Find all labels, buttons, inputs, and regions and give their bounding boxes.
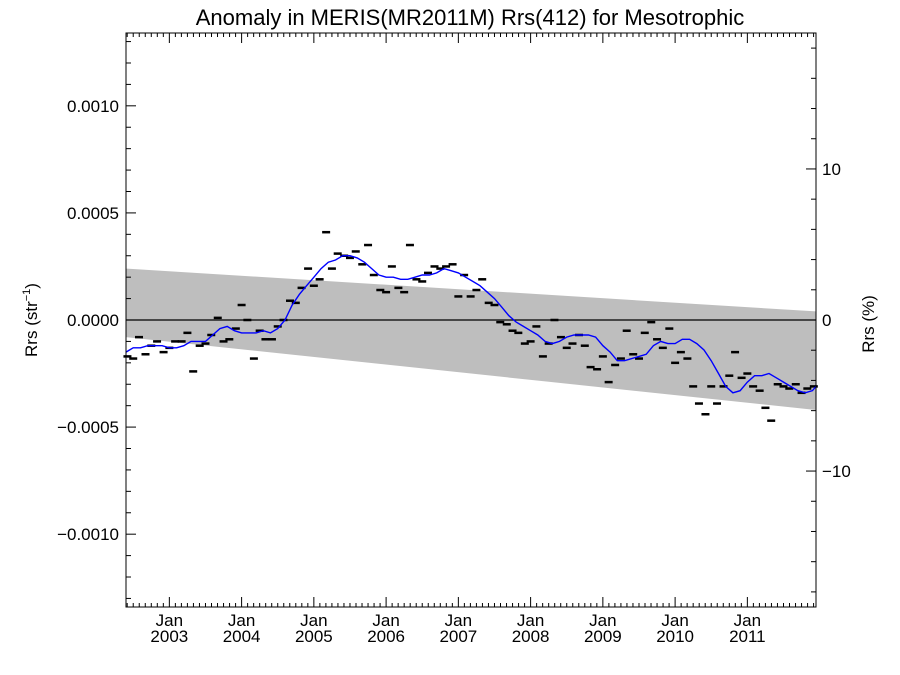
smooth-line-layer	[125, 255, 817, 394]
x-tick-label-month: Jan	[156, 611, 183, 630]
y-left-tick-label: −0.0005	[57, 418, 119, 437]
x-tick-label-year: 2004	[223, 627, 261, 646]
axis-ticks-layer	[126, 33, 816, 607]
x-tick-label-month: Jan	[589, 611, 616, 630]
y-left-tick-label: −0.0010	[57, 525, 119, 544]
x-tick-label-month: Jan	[517, 611, 544, 630]
x-tick-label-month: Jan	[300, 611, 327, 630]
y-left-tick-label: 0.0000	[67, 311, 119, 330]
y-left-axis-label-superscript: −1	[21, 289, 33, 302]
x-tick-label-month: Jan	[661, 611, 688, 630]
x-tick-label-month: Jan	[372, 611, 399, 630]
y-right-tick-labels-layer: 10 0 −10	[822, 160, 851, 481]
smooth-line	[125, 255, 817, 394]
x-tick-label-year: 2003	[150, 627, 188, 646]
y-left-axis-label-close: )	[22, 283, 41, 289]
x-tick-label-month: Jan	[445, 611, 472, 630]
y-left-tick-labels-layer: 0.0010 0.0005 0.0000 −0.0005 −0.0010	[57, 97, 119, 544]
y-left-axis-label: Rrs (str−1)	[21, 283, 41, 357]
x-tick-label-year: 2010	[656, 627, 694, 646]
x-tick-label-month: Jan	[734, 611, 761, 630]
x-tick-label-year: 2008	[512, 627, 550, 646]
x-tick-label-year: 2011	[729, 627, 766, 646]
y-right-tick-label: 0	[822, 311, 831, 330]
y-left-tick-label: 0.0005	[67, 204, 119, 223]
x-tick-labels-layer: Jan2003Jan2004Jan2005Jan2006Jan2007Jan20…	[150, 611, 765, 646]
chart-title: Anomaly in MERIS(MR2011M) Rrs(412) for M…	[196, 5, 745, 30]
y-right-tick-label: −10	[822, 462, 851, 481]
x-tick-label-year: 2006	[367, 627, 405, 646]
x-tick-label-year: 2007	[439, 627, 477, 646]
y-right-axis-label: Rrs (%)	[859, 295, 878, 353]
x-tick-label-month: Jan	[228, 611, 255, 630]
x-tick-label-year: 2005	[295, 627, 333, 646]
y-left-axis-label-main: Rrs (str	[22, 301, 41, 357]
x-tick-label-year: 2009	[584, 627, 622, 646]
y-left-tick-label: 0.0010	[67, 97, 119, 116]
y-right-tick-label: 10	[822, 160, 841, 179]
